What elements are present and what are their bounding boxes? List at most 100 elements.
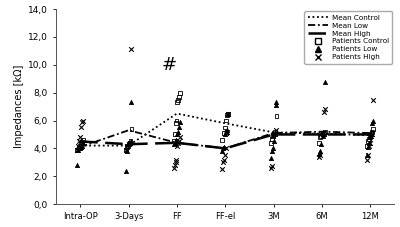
Point: [364, 158, 370, 161]
Point: [173, 138, 180, 142]
Point: [273, 114, 280, 118]
Point: [79, 140, 85, 144]
Point: [126, 141, 133, 145]
Point: [272, 131, 278, 135]
Point: [80, 141, 86, 145]
Point: [127, 141, 133, 145]
Point: [368, 133, 374, 136]
Point: [270, 147, 276, 150]
Point: [268, 141, 274, 145]
Point: [80, 138, 86, 142]
Point: [173, 119, 180, 122]
Point: [364, 144, 370, 147]
Point: [172, 163, 178, 167]
Point: [225, 112, 231, 115]
Point: [369, 133, 376, 136]
Point: [316, 155, 322, 158]
Point: [78, 142, 84, 146]
Point: [220, 147, 226, 150]
Point: [220, 131, 227, 135]
Point: [74, 148, 80, 152]
Point: [219, 138, 226, 142]
Point: [75, 148, 82, 152]
Point: [172, 133, 178, 136]
Point: [316, 141, 322, 145]
Point: [124, 145, 130, 149]
Point: [225, 112, 231, 115]
Point: [219, 168, 226, 171]
Point: [126, 141, 133, 145]
Point: [316, 152, 322, 156]
Point: [175, 130, 181, 133]
Point: [271, 133, 278, 136]
Point: [320, 133, 327, 136]
Point: [176, 126, 182, 129]
Point: [318, 134, 324, 138]
Point: [270, 134, 276, 138]
Point: [124, 144, 130, 147]
Point: [79, 120, 85, 124]
Point: [122, 148, 129, 152]
Point: [172, 141, 178, 145]
Point: [319, 134, 326, 138]
Point: [268, 156, 274, 160]
Point: [365, 153, 372, 157]
Point: [79, 144, 85, 147]
Point: [322, 130, 328, 133]
Point: [223, 131, 230, 135]
Point: [366, 137, 372, 141]
Text: #: #: [162, 57, 177, 74]
Point: [222, 153, 228, 157]
Point: [223, 130, 230, 133]
Point: [122, 169, 129, 173]
Point: [369, 121, 376, 125]
Point: [173, 158, 180, 161]
Point: [365, 145, 372, 149]
Point: [128, 101, 135, 104]
Point: [171, 142, 177, 146]
Point: [224, 128, 230, 132]
Point: [224, 130, 230, 133]
Point: [273, 128, 280, 132]
Point: [127, 140, 134, 143]
Point: [223, 119, 229, 122]
Point: [78, 145, 84, 149]
Point: [322, 80, 328, 83]
Point: [220, 160, 226, 164]
Point: [175, 141, 181, 145]
Point: [322, 108, 328, 111]
Point: [225, 112, 231, 115]
Point: [76, 140, 82, 143]
Point: [222, 147, 229, 150]
Point: [124, 142, 131, 146]
Point: [317, 136, 323, 139]
Point: [369, 130, 376, 133]
Point: [367, 136, 373, 139]
Point: [75, 147, 82, 150]
Point: [271, 133, 277, 136]
Point: [365, 140, 372, 143]
Point: [174, 144, 180, 147]
Point: [78, 126, 84, 129]
Point: [171, 140, 177, 143]
Point: [177, 91, 183, 94]
Point: [176, 95, 182, 99]
Point: [366, 141, 372, 145]
Point: [370, 119, 376, 122]
Point: [268, 149, 275, 153]
Point: [319, 133, 326, 136]
Point: [222, 126, 228, 129]
Point: [128, 48, 135, 51]
Point: [272, 130, 278, 133]
Point: [172, 121, 179, 125]
Point: [366, 144, 372, 147]
Point: [172, 160, 179, 164]
Point: [177, 136, 183, 139]
Point: [224, 113, 230, 117]
Point: [318, 133, 324, 136]
Point: [124, 144, 131, 147]
Point: [370, 98, 376, 101]
Point: [127, 140, 134, 143]
Point: [368, 134, 374, 138]
Point: [124, 149, 130, 153]
